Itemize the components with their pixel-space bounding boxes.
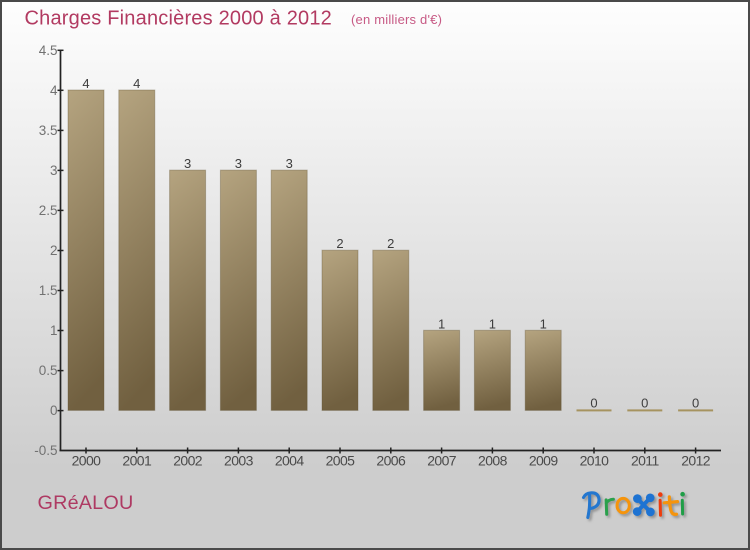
svg-text:3: 3 xyxy=(235,156,242,171)
svg-text:2006: 2006 xyxy=(376,453,406,469)
svg-text:1: 1 xyxy=(540,316,547,331)
svg-text:2008: 2008 xyxy=(478,453,508,469)
svg-text:2.5: 2.5 xyxy=(39,203,58,218)
svg-text:Charges Financières 2000 à 201: Charges Financières 2000 à 2012 xyxy=(25,8,333,30)
svg-text:1: 1 xyxy=(489,316,496,331)
svg-text:4: 4 xyxy=(50,83,58,98)
svg-text:2: 2 xyxy=(387,236,394,251)
svg-text:2003: 2003 xyxy=(224,453,254,469)
svg-text:2000: 2000 xyxy=(72,453,102,469)
svg-text:0: 0 xyxy=(641,395,648,410)
svg-text:2002: 2002 xyxy=(173,453,203,469)
svg-text:0: 0 xyxy=(50,403,58,418)
svg-text:3: 3 xyxy=(184,156,191,171)
svg-text:2004: 2004 xyxy=(275,453,305,469)
svg-text:2005: 2005 xyxy=(326,453,356,469)
svg-text:(en milliers d'€): (en milliers d'€) xyxy=(351,12,442,27)
svg-text:GRéALOU: GRéALOU xyxy=(38,492,134,514)
svg-text:2009: 2009 xyxy=(529,453,559,469)
svg-text:2007: 2007 xyxy=(427,453,457,469)
svg-text:2: 2 xyxy=(50,243,58,258)
svg-text:1.5: 1.5 xyxy=(39,283,58,298)
svg-text:3.5: 3.5 xyxy=(39,123,58,138)
svg-text:-0.5: -0.5 xyxy=(34,443,57,458)
svg-text:1: 1 xyxy=(438,316,445,331)
svg-text:3: 3 xyxy=(50,163,58,178)
svg-text:2012: 2012 xyxy=(681,453,711,469)
svg-text:2: 2 xyxy=(336,236,343,251)
svg-text:2011: 2011 xyxy=(631,453,660,469)
svg-text:0: 0 xyxy=(590,395,597,410)
svg-text:4: 4 xyxy=(82,76,89,91)
svg-text:2010: 2010 xyxy=(580,453,610,469)
svg-text:1: 1 xyxy=(50,323,58,338)
svg-text:0.5: 0.5 xyxy=(39,363,58,378)
svg-text:3: 3 xyxy=(286,156,293,171)
svg-text:0: 0 xyxy=(692,395,699,410)
svg-text:4: 4 xyxy=(133,76,140,91)
svg-text:2001: 2001 xyxy=(122,453,152,469)
svg-text:4.5: 4.5 xyxy=(39,43,58,58)
